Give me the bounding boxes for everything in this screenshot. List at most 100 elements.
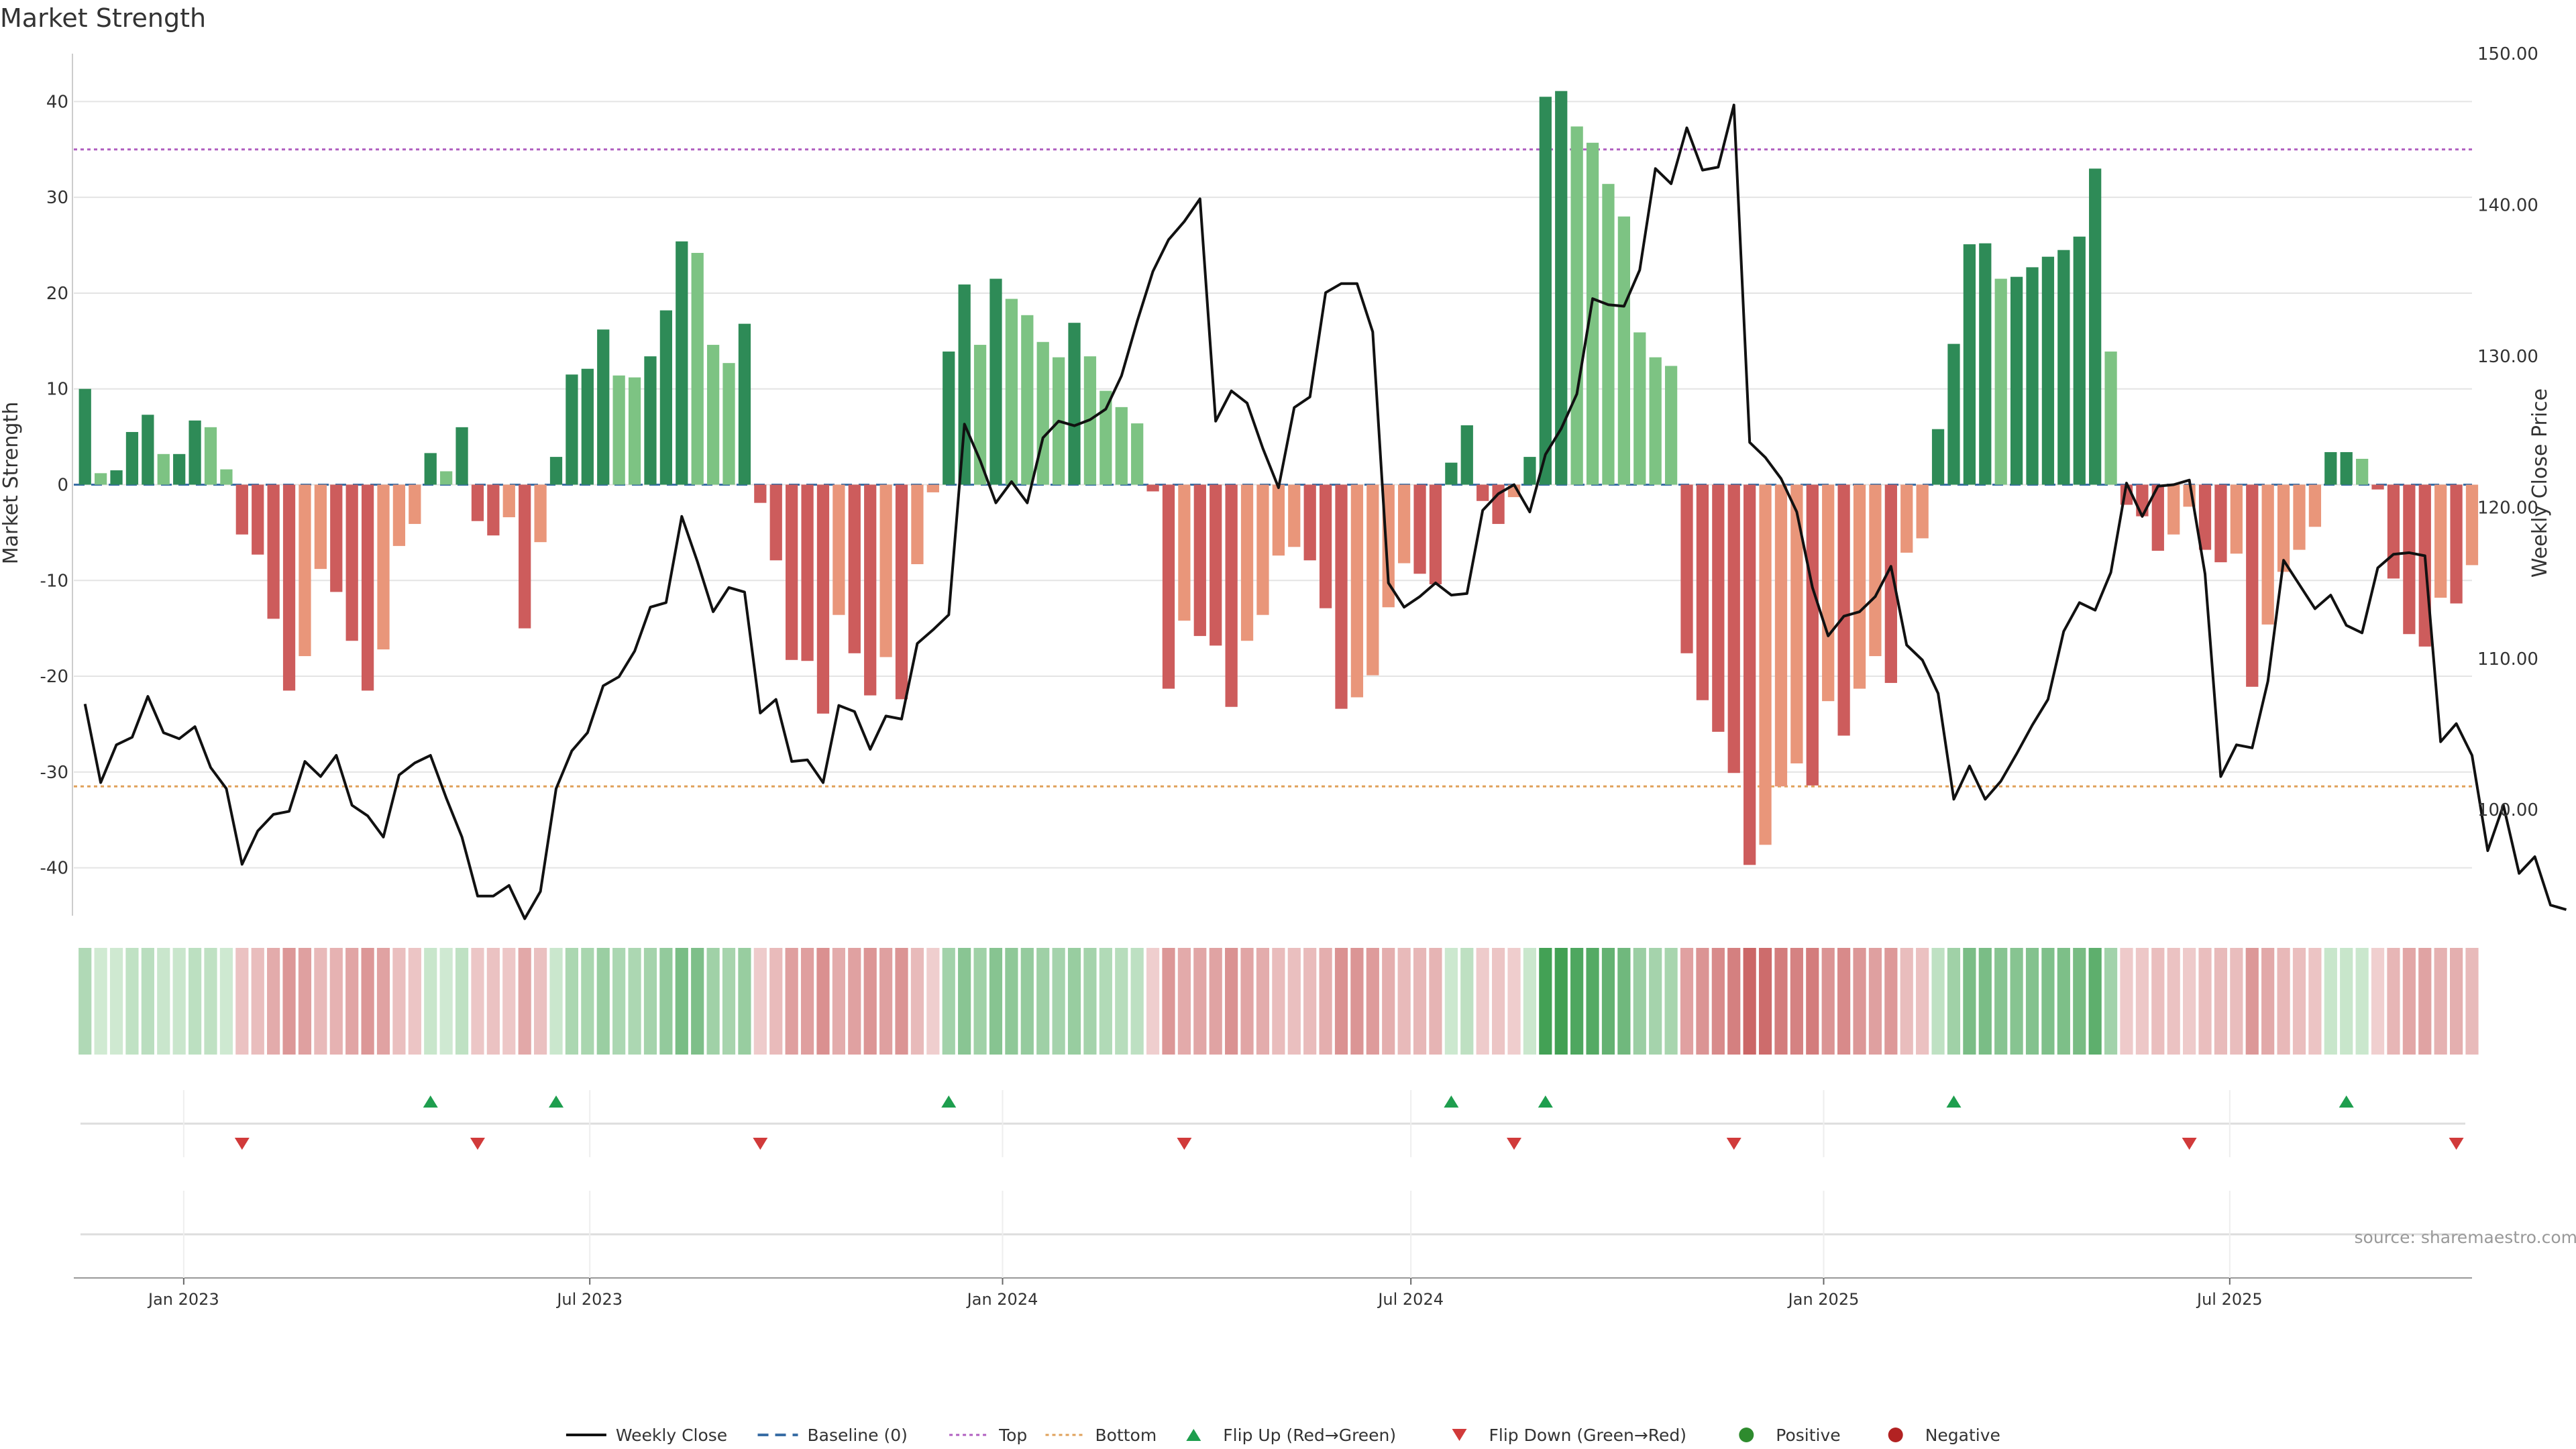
strength-bar [581, 368, 594, 485]
heat-cell [989, 948, 1003, 1055]
heat-cell [1193, 948, 1207, 1055]
heat-cell [581, 948, 594, 1055]
heat-cell [251, 948, 264, 1055]
strength-bar [1884, 484, 1897, 684]
heat-cell [1617, 948, 1631, 1055]
flip-down-marker [2449, 1138, 2464, 1150]
strength-bar [345, 484, 358, 641]
heat-cell [1334, 948, 1348, 1055]
legend-label: Top [998, 1426, 1027, 1445]
strength-bar [1398, 484, 1411, 564]
heat-cell [1680, 948, 1694, 1055]
heat-cell [565, 948, 579, 1055]
strength-bar [1869, 484, 1882, 657]
strength-bar [1602, 184, 1615, 485]
heat-cell [2245, 948, 2259, 1055]
x-tick-label: Jul 2024 [1377, 1290, 1444, 1309]
left-tick-label: 40 [46, 92, 68, 112]
heat-cell [2025, 948, 2039, 1055]
strength-bar [1429, 484, 1442, 584]
strength-bar [1727, 484, 1740, 773]
left-tick-label: -40 [40, 859, 68, 879]
strength-bar [2198, 484, 2212, 550]
strength-bar [2167, 484, 2180, 535]
heat-cell [471, 948, 484, 1055]
heat-cell [2402, 948, 2416, 1055]
strength-bar [502, 484, 515, 518]
x-tick-label: Jul 2025 [2196, 1290, 2263, 1309]
heat-cell [769, 948, 783, 1055]
heat-cell [78, 948, 92, 1055]
heat-cell [1900, 948, 1913, 1055]
strength-bar [1806, 484, 1819, 786]
legend-label: Bottom [1095, 1426, 1157, 1445]
heat-cell [1586, 948, 1599, 1055]
heat-cell [1429, 948, 1442, 1055]
strength-bar [754, 484, 767, 503]
strength-bar [78, 388, 91, 485]
right-tick-label: 110.00 [2477, 649, 2538, 669]
strength-bar [235, 484, 248, 535]
left-tick-label: -20 [40, 667, 68, 687]
heat-cell [1570, 948, 1584, 1055]
strength-bar [1696, 484, 1709, 700]
heat-cell [2340, 948, 2353, 1055]
heat-cell [2292, 948, 2306, 1055]
flip-up-marker [549, 1095, 564, 1108]
strength-bar [1178, 484, 1191, 621]
strength-bar [2214, 484, 2227, 563]
strength-bar [267, 484, 280, 619]
heat-cell [1727, 948, 1741, 1055]
heat-cell [2418, 948, 2432, 1055]
strength-bar [314, 484, 327, 570]
strength-bar [1366, 484, 1379, 676]
strength-bar [1445, 462, 1458, 485]
strength-bar [549, 457, 563, 485]
heat-cell [848, 948, 861, 1055]
flip-up-marker [423, 1095, 438, 1108]
strength-bar [1319, 484, 1332, 608]
heat-cell [879, 948, 893, 1055]
heat-cell [109, 948, 123, 1055]
heat-cell [502, 948, 516, 1055]
strength-bar [1210, 484, 1222, 646]
strength-bar [2230, 484, 2243, 554]
heat-cell [596, 948, 610, 1055]
strength-bar [157, 453, 170, 485]
strength-bar [1837, 484, 1850, 736]
heat-cell [439, 948, 453, 1055]
heat-cell [2214, 948, 2228, 1055]
strength-bar [2277, 484, 2290, 572]
heat-cell [314, 948, 327, 1055]
heat-cell [2041, 948, 2055, 1055]
strength-bar [1146, 484, 1159, 492]
strength-bar [189, 420, 201, 485]
heat-cell [329, 948, 343, 1055]
strength-bar [1822, 484, 1835, 702]
left-tick-label: 0 [57, 476, 68, 496]
heat-cell [486, 948, 500, 1055]
heat-cell [267, 948, 280, 1055]
strength-bar [252, 484, 264, 555]
heat-cell [1476, 948, 1489, 1055]
strength-bar [487, 484, 500, 536]
flip-up-marker [941, 1095, 957, 1108]
chart-title: Market Strength [0, 3, 206, 33]
x-tick-label: Jan 2024 [966, 1290, 1038, 1309]
heat-cell [1083, 948, 1097, 1055]
heat-cell [895, 948, 908, 1055]
strength-bar [864, 484, 877, 696]
heat-cell [2120, 948, 2133, 1055]
strength-bar [455, 427, 468, 485]
heat-cell [2230, 948, 2243, 1055]
strength-bar [2261, 484, 2274, 625]
strength-bar [95, 473, 107, 485]
heat-cell [1664, 948, 1678, 1055]
heat-cell [2151, 948, 2165, 1055]
heat-cell [1916, 948, 1929, 1055]
heat-cell [1821, 948, 1835, 1055]
flip-up-marker [2339, 1095, 2354, 1108]
heat-cell [2010, 948, 2023, 1055]
heat-cell [2277, 948, 2290, 1055]
heat-cell [612, 948, 626, 1055]
